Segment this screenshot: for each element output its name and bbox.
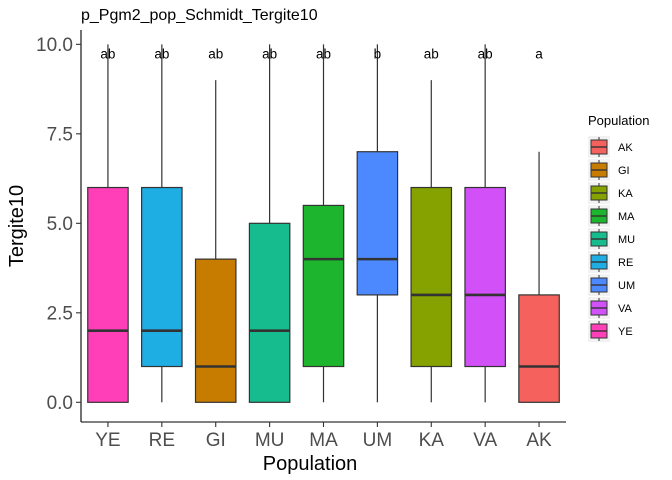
y-tick-label: 7.5 xyxy=(47,124,73,145)
significance-letter: b xyxy=(374,46,382,61)
legend-label: UM xyxy=(618,280,635,292)
box-body xyxy=(87,186,129,403)
box-ye: ab xyxy=(87,44,129,403)
significance-letter: ab xyxy=(100,46,115,61)
box-um: b xyxy=(356,44,399,403)
legend-label: YE xyxy=(618,326,633,338)
box-gi: ab xyxy=(194,46,237,403)
y-tick-label: 5.0 xyxy=(47,214,73,235)
x-tick-label: YE xyxy=(95,430,120,451)
legend-item-ma: MA xyxy=(588,205,635,227)
legend-label: KA xyxy=(618,188,633,200)
box-body xyxy=(141,186,183,368)
legend-label: AK xyxy=(618,142,633,154)
x-tick-label: MU xyxy=(255,430,285,451)
x-tick-label: UM xyxy=(363,430,393,451)
legend-item-ye: YE xyxy=(588,320,633,342)
significance-letter: ab xyxy=(316,46,331,61)
significance-letter: ab xyxy=(478,46,493,61)
box-body xyxy=(302,204,345,368)
box-body xyxy=(194,258,237,403)
x-tick-label: AK xyxy=(526,430,552,451)
significance-letter: a xyxy=(535,46,543,61)
chart-title: p_Pgm2_pop_Schmidt_Tergite10 xyxy=(81,7,318,24)
box-body xyxy=(248,222,291,403)
legend-item-ak: AK xyxy=(588,136,633,158)
y-tick-label: 10.0 xyxy=(36,35,73,56)
legend-item-um: UM xyxy=(588,274,635,296)
box-re: ab xyxy=(141,44,183,403)
legend-item-gi: GI xyxy=(588,159,630,181)
box-body xyxy=(410,186,453,368)
box-mu: ab xyxy=(248,44,291,403)
x-tick-label: KA xyxy=(419,430,445,451)
y-axis-title: Tergite10 xyxy=(6,185,28,267)
x-tick-label: MA xyxy=(309,430,338,451)
legend-label: MU xyxy=(618,234,635,246)
x-axis-title: Population xyxy=(263,453,358,475)
significance-letter: ab xyxy=(208,46,223,61)
y-tick-label: 2.5 xyxy=(47,303,73,324)
legend-item-re: RE xyxy=(588,251,633,273)
legend-title: Population xyxy=(588,113,649,128)
x-tick-label: RE xyxy=(149,430,175,451)
legend-item-va: VA xyxy=(588,297,633,319)
legend: Population AK GI KA MA MU RE UM VA YE xyxy=(588,113,649,342)
y-tick-label: 0.0 xyxy=(47,393,73,414)
box-va: ab xyxy=(464,44,506,403)
box-ak: a xyxy=(518,46,560,403)
box-body xyxy=(518,294,560,403)
box-ma: ab xyxy=(302,44,345,403)
box-ka: ab xyxy=(410,46,453,403)
significance-letter: ab xyxy=(154,46,169,61)
legend-label: VA xyxy=(618,303,633,315)
legend-item-ka: KA xyxy=(588,182,633,204)
box-body xyxy=(356,151,399,296)
significance-letter: ab xyxy=(262,46,277,61)
significance-letter: ab xyxy=(424,46,439,61)
legend-item-mu: MU xyxy=(588,228,635,250)
x-tick-label: GI xyxy=(206,430,226,451)
box-body xyxy=(464,186,506,368)
x-tick-label: VA xyxy=(473,430,497,451)
legend-label: MA xyxy=(618,211,635,223)
legend-label: RE xyxy=(618,257,633,269)
legend-label: GI xyxy=(618,165,630,177)
